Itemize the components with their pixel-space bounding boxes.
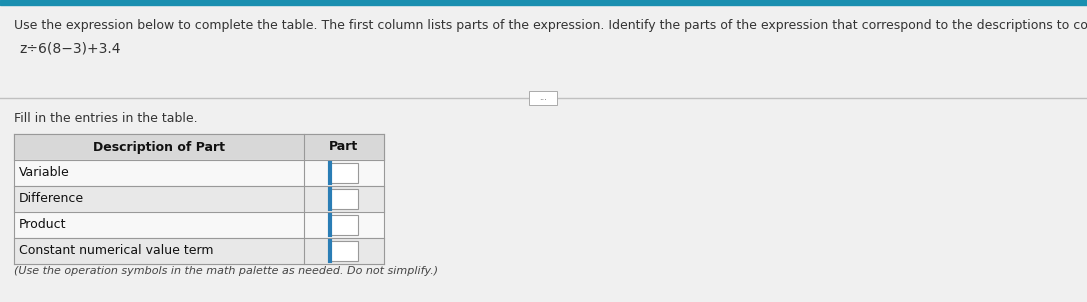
Bar	[14, 186, 384, 212]
Bar	[14, 212, 384, 238]
Text: Variable: Variable	[18, 166, 70, 179]
Bar	[529, 91, 557, 105]
Text: Fill in the entries in the table.: Fill in the entries in the table.	[14, 112, 198, 125]
Bar	[330, 163, 358, 183]
Text: Description of Part: Description of Part	[93, 140, 225, 153]
Bar	[14, 160, 384, 186]
Text: Product: Product	[18, 219, 66, 232]
Bar	[330, 189, 358, 209]
Bar	[0, 0, 1087, 5]
Bar	[330, 241, 358, 261]
Text: Use the expression below to complete the table. The first column lists parts of : Use the expression below to complete the…	[14, 19, 1087, 32]
Text: Difference: Difference	[18, 192, 84, 205]
Bar	[14, 238, 384, 264]
Text: ...: ...	[539, 94, 547, 102]
Text: z÷6(8−3)+3.4: z÷6(8−3)+3.4	[18, 41, 121, 55]
Text: Part: Part	[329, 140, 359, 153]
Bar	[330, 215, 358, 235]
Bar	[14, 134, 384, 160]
Text: Constant numerical value term: Constant numerical value term	[18, 245, 213, 258]
Text: (Use the operation symbols in the math palette as needed. Do not simplify.): (Use the operation symbols in the math p…	[14, 266, 438, 276]
